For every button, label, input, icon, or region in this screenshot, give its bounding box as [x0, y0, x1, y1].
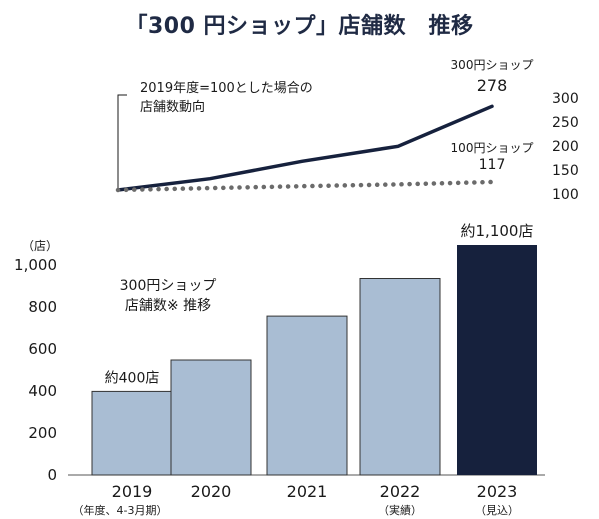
line-ytick-label: 200: [552, 139, 579, 155]
bar-xtick-label: 2019: [112, 482, 153, 501]
series-100yen-name: 100円ショップ: [451, 141, 534, 155]
bar-ylabel: （店）: [22, 239, 58, 253]
bar-xtick-note: （見込）: [475, 504, 519, 517]
bar-2023: [457, 245, 537, 475]
series-300yen-end-label: 278: [477, 76, 508, 95]
bar-ytick-label: 800: [28, 298, 57, 316]
bar-annotation-text: 店舗数※ 推移: [125, 298, 211, 314]
line-ytick-label: 250: [552, 115, 579, 131]
bar-ytick-label: 600: [28, 340, 57, 358]
bar-2022: [359, 278, 441, 476]
line-annotation-text: 店舗数動向: [140, 99, 205, 115]
series-300yen-name: 300円ショップ: [451, 58, 534, 72]
bar-xtick-note: （年度、4-3月期）: [73, 503, 168, 517]
line-ytick-label: 300: [552, 91, 579, 107]
bar-annotation-text: 300円ショップ: [120, 278, 217, 294]
bar-2019: [91, 390, 173, 476]
bar-ytick-label: 0: [47, 466, 57, 484]
line-annotation-text: 2019年度=100とした場合の: [140, 80, 313, 96]
bar-2021: [266, 315, 348, 476]
series-300yen-line: [116, 104, 494, 192]
bar-2020: [170, 359, 252, 476]
bar-value-label: 約400店: [105, 370, 160, 386]
bar-xtick-label: 2021: [287, 482, 328, 501]
series-100yen-end-label: 117: [479, 157, 506, 173]
annotation-bracket: [117, 94, 127, 190]
bar-ytick-label: 400: [28, 382, 57, 400]
bar-ytick-label: 200: [28, 424, 57, 442]
bar-xtick-label: 2020: [191, 482, 232, 501]
bar-xtick-note: （実績）: [378, 503, 422, 517]
bar-xtick-label: 2022: [380, 482, 421, 501]
bar-value-label: 約1,100店: [461, 222, 534, 240]
bar-xtick-label: 2023: [477, 482, 518, 501]
line-ytick-label: 150: [552, 163, 579, 179]
line-ytick-label: 100: [552, 187, 579, 203]
chart-title: 「300 円ショップ」店舗数 推移: [125, 14, 474, 39]
bar-ytick-label: 1,000: [14, 256, 57, 274]
